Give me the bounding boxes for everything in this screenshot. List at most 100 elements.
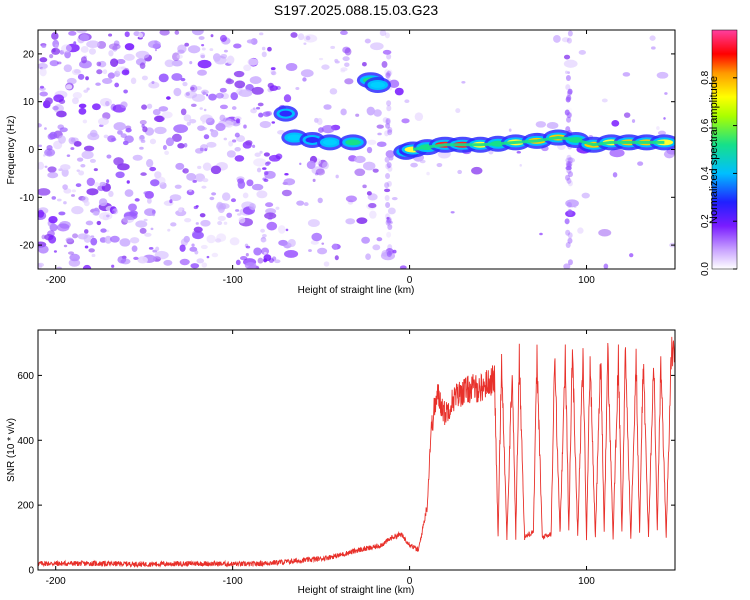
noise-blob xyxy=(148,40,161,49)
noise-blob xyxy=(663,149,675,159)
noise-blob xyxy=(201,262,208,268)
noise-blob xyxy=(609,148,625,158)
noise-streak xyxy=(566,201,572,208)
noise-blob xyxy=(631,119,636,123)
noise-blob xyxy=(539,232,543,236)
noise-blob xyxy=(381,61,388,68)
noise-blob xyxy=(215,92,224,99)
noise-blob xyxy=(255,106,261,110)
colorbar-tick-label: 0.0 xyxy=(700,262,711,276)
noise-blob xyxy=(196,258,205,264)
noise-blob xyxy=(88,48,97,55)
noise-blob xyxy=(51,196,57,200)
noise-streak xyxy=(385,117,391,124)
noise-blob xyxy=(290,32,298,38)
noise-blob xyxy=(303,42,307,45)
noise-blob xyxy=(365,253,371,261)
noise-streak xyxy=(567,209,573,216)
noise-blob xyxy=(69,253,80,262)
noise-blob xyxy=(104,235,112,244)
noise-blob xyxy=(314,117,319,123)
noise-blob xyxy=(195,222,199,225)
noise-streak xyxy=(386,250,392,257)
noise-streak xyxy=(567,30,573,37)
noise-blob xyxy=(96,69,103,75)
noise-blob xyxy=(135,220,148,228)
noise-blob xyxy=(89,158,96,163)
noise-blob xyxy=(107,72,115,79)
noise-blob xyxy=(122,140,129,146)
noise-blob xyxy=(368,203,377,209)
noise-blob xyxy=(217,215,226,221)
noise-streak xyxy=(384,213,390,220)
noise-blob xyxy=(268,154,281,162)
noise-blob xyxy=(75,183,82,188)
noise-blob xyxy=(149,138,157,145)
noise-blob xyxy=(263,171,269,176)
noise-blob xyxy=(377,132,382,136)
noise-blob xyxy=(312,178,316,182)
noise-streak xyxy=(565,242,571,249)
noise-blob xyxy=(219,104,228,110)
noise-blob xyxy=(174,184,182,189)
noise-blob xyxy=(139,62,146,69)
noise-streak xyxy=(387,244,393,251)
noise-blob xyxy=(39,67,47,77)
noise-blob xyxy=(362,161,376,171)
noise-blob xyxy=(323,261,330,267)
noise-blob xyxy=(228,140,234,147)
noise-blob xyxy=(651,46,656,50)
noise-blob xyxy=(281,189,292,197)
noise-blob xyxy=(112,208,119,215)
noise-blob xyxy=(269,87,275,92)
noise-blob xyxy=(382,49,392,55)
noise-streak xyxy=(386,180,392,187)
noise-blob xyxy=(283,249,299,258)
noise-blob xyxy=(112,210,115,213)
noise-streak xyxy=(384,32,390,39)
noise-blob xyxy=(146,103,153,109)
noise-blob xyxy=(388,79,400,89)
noise-blob xyxy=(48,235,57,244)
ridge-core-line xyxy=(412,136,665,151)
noise-blob xyxy=(246,39,254,44)
noise-blob xyxy=(184,91,198,99)
noise-blob xyxy=(56,266,62,269)
noise-blob xyxy=(188,189,192,192)
noise-blob xyxy=(170,222,177,227)
noise-blob xyxy=(553,34,561,43)
noise-blob xyxy=(230,92,239,101)
noise-blob xyxy=(238,89,253,98)
noise-blob xyxy=(369,210,377,219)
noise-blob xyxy=(284,173,289,176)
noise-blob xyxy=(140,139,146,143)
noise-blob xyxy=(581,192,590,199)
noise-blob xyxy=(95,82,101,86)
noise-blob xyxy=(121,69,130,76)
ridge-peak xyxy=(305,136,320,143)
noise-blob xyxy=(201,43,205,47)
noise-blob xyxy=(120,101,128,109)
noise-blob xyxy=(148,247,154,250)
noise-blob xyxy=(256,167,262,173)
noise-blob xyxy=(139,134,145,140)
noise-blob xyxy=(167,228,171,232)
colorbar-ticks: 0.0 0.2 0.4 0.6 0.8 xyxy=(700,70,737,276)
snr-x-ticks: -200 -100 0 100 xyxy=(46,330,595,587)
noise-blob xyxy=(297,33,305,41)
noise-blob xyxy=(41,44,47,49)
noise-blob xyxy=(57,61,62,65)
noise-blob xyxy=(72,91,83,99)
x-tick-label: -200 xyxy=(46,576,66,587)
noise-blob xyxy=(58,211,66,216)
noise-blob xyxy=(234,155,245,162)
noise-blob xyxy=(340,69,346,73)
noise-blob xyxy=(83,200,90,207)
noise-blob xyxy=(76,30,88,34)
noise-blob xyxy=(82,264,92,269)
noise-blob xyxy=(285,63,298,72)
noise-blob xyxy=(226,150,236,158)
noise-blob xyxy=(314,172,319,176)
noise-blob xyxy=(103,134,109,139)
